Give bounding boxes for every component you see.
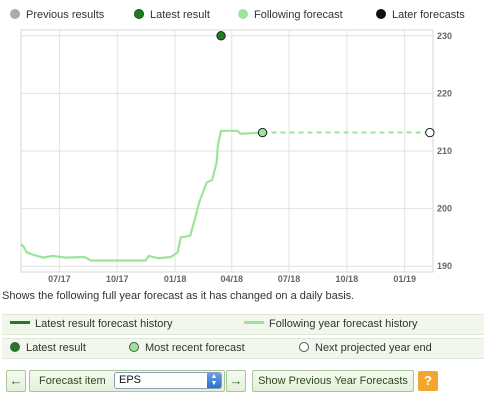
chart-legend: Previous results Latest result Following… (0, 4, 493, 26)
black-dot-icon (376, 9, 386, 19)
light-green-dot-icon (238, 9, 248, 19)
marker-legend-label: Latest result (26, 342, 86, 354)
gray-dot-icon (10, 9, 20, 19)
x-tick-label: 07/17 (48, 274, 71, 284)
question-icon: ? (424, 373, 432, 388)
marker-latest-result (216, 31, 226, 41)
y-tick-label: 230 (437, 31, 452, 41)
legend-latest-result[interactable]: Latest result (134, 9, 210, 21)
y-tick-label: 220 (437, 88, 452, 98)
arrow-left-icon: ← (9, 373, 23, 388)
forecast-item-value: EPS (119, 374, 142, 386)
marker-legend-recent: Most recent forecast (129, 342, 245, 354)
light-green-line-icon (244, 321, 264, 324)
marker-legend-label: Next projected year end (315, 342, 432, 354)
history-legend: Latest result forecast history Following… (2, 314, 484, 335)
marker-legend-label: Most recent forecast (145, 342, 245, 354)
white-dot-icon (299, 342, 309, 352)
show-previous-label: Show Previous Year Forecasts (258, 375, 408, 387)
x-tick-label: 10/18 (336, 274, 359, 284)
forecast-item-select[interactable]: EPS ▲ ▼ (114, 372, 222, 389)
forecast-item-label: Forecast item (39, 375, 106, 387)
forecast-chart: 07/17 10/17 01/18 04/18 07/18 10/18 01/19 190 20… (20, 29, 452, 284)
x-tick-label: 01/18 (164, 274, 187, 284)
help-button[interactable]: ? (418, 371, 438, 391)
legend-label: Later forecasts (392, 9, 465, 21)
light-green-dot-icon (129, 342, 139, 352)
x-tick-label: 01/19 (393, 274, 416, 284)
marker-most-recent-forecast (257, 127, 268, 138)
legend-later-forecasts[interactable]: Later forecasts (376, 9, 465, 21)
next-item-button[interactable]: → (226, 370, 246, 392)
y-tick-label: 190 (437, 261, 452, 271)
history-legend-label: Latest result forecast history (35, 318, 173, 330)
chart-caption: Shows the following full year forecast a… (2, 290, 355, 302)
legend-following-forecast[interactable]: Following forecast (238, 9, 343, 21)
dark-green-line-icon (10, 321, 30, 324)
y-tick-label: 210 (437, 146, 452, 156)
marker-legend-next: Next projected year end (299, 342, 432, 354)
history-legend-following: Following year forecast history (244, 318, 418, 330)
history-legend-latest: Latest result forecast history (10, 318, 173, 330)
show-previous-year-forecasts-button[interactable]: Show Previous Year Forecasts (252, 370, 414, 392)
dark-green-dot-icon (134, 9, 144, 19)
legend-label: Previous results (26, 9, 105, 21)
arrow-right-icon: → (229, 373, 243, 388)
history-legend-label: Following year forecast history (269, 318, 418, 330)
previous-item-button[interactable]: ← (6, 370, 26, 392)
marker-legend: Latest result Most recent forecast Next … (2, 338, 484, 359)
x-tick-label: 10/17 (106, 274, 129, 284)
series-line (20, 129, 263, 262)
x-tick-label: 04/18 (220, 274, 243, 284)
marker-legend-latest: Latest result (10, 342, 86, 354)
x-tick-label: 07/18 (278, 274, 301, 284)
y-tick-label: 200 (437, 204, 452, 214)
forecast-toolbar: ← Forecast item EPS ▲ ▼ → Show Previous Y… (2, 368, 484, 396)
legend-previous-results[interactable]: Previous results (10, 9, 104, 21)
updown-caret-icon: ▲ ▼ (207, 373, 221, 388)
legend-label: Latest result (150, 9, 210, 21)
dark-green-dot-icon (10, 342, 20, 352)
marker-next-projected-year-end (425, 127, 435, 138)
legend-label: Following forecast (254, 9, 343, 21)
